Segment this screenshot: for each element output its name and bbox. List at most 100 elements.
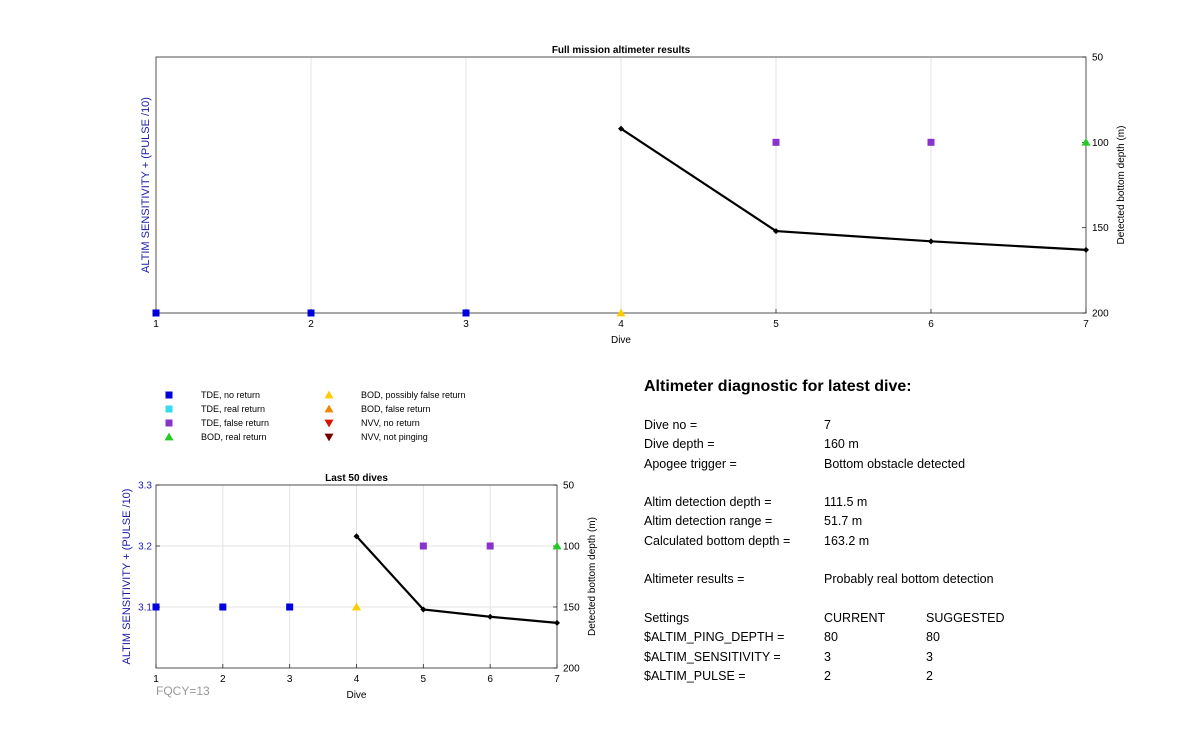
diag-value: 163.2 m bbox=[824, 533, 870, 548]
full-x-tick-label: 6 bbox=[928, 319, 934, 330]
settings-row-sensitivity: $ALTIM_SENSITIVITY = 3 3 bbox=[644, 650, 1164, 669]
setting-current: 80 bbox=[824, 630, 838, 645]
legend-marker bbox=[165, 391, 173, 399]
diag-row-bottom-depth: Calculated bottom depth = 163.2 m bbox=[644, 534, 1164, 553]
settings-row-pulse: $ALTIM_PULSE = 2 2 bbox=[644, 669, 1164, 688]
full-right-tick-label: 200 bbox=[1092, 309, 1109, 320]
setting-label: $ALTIM_PULSE = bbox=[644, 668, 746, 683]
legend-marker bbox=[324, 433, 334, 442]
last50-x-tick-label: 2 bbox=[220, 674, 226, 685]
setting-suggested: 3 bbox=[926, 649, 933, 664]
last50-data-point bbox=[219, 603, 227, 611]
diag-value: Bottom obstacle detected bbox=[824, 456, 966, 471]
last50-depth-point bbox=[353, 533, 360, 540]
last50-left-tick-label: 3.3 bbox=[138, 481, 152, 492]
full-data-point bbox=[1081, 138, 1091, 146]
last50-right-tick-label: 200 bbox=[563, 664, 580, 675]
legend-label: BOD, false return bbox=[361, 404, 431, 414]
last50-x-tick-label: 7 bbox=[554, 674, 560, 685]
legend-marker bbox=[324, 404, 334, 413]
diag-row-dive-depth: Dive depth = 160 m bbox=[644, 437, 1164, 456]
last50-data-point bbox=[352, 602, 361, 611]
last50-data-point bbox=[286, 603, 294, 611]
diag-value: 160 m bbox=[824, 437, 859, 452]
diag-label: Altim detection depth = bbox=[644, 495, 772, 510]
legend-marker bbox=[164, 432, 174, 441]
setting-label: $ALTIM_SENSITIVITY = bbox=[644, 649, 781, 664]
diag-label: Dive no = bbox=[644, 418, 698, 432]
diag-value: Probably real bottom detection bbox=[824, 572, 994, 587]
full-x-axis-label: Dive bbox=[611, 335, 631, 346]
full-x-tick-label: 3 bbox=[463, 319, 469, 330]
diag-value: 51.7 m bbox=[824, 514, 863, 529]
full-depth-line bbox=[620, 127, 1087, 251]
legend-label: BOD, possibly false return bbox=[361, 390, 466, 400]
diag-value: 111.5 m bbox=[824, 495, 868, 510]
full-depth-point bbox=[773, 228, 779, 235]
settings-header-suggested: SUGGESTED bbox=[926, 610, 1005, 625]
diag-row-altimeter-results: Altimeter results = Probably real bottom… bbox=[644, 572, 1164, 591]
full-data-point bbox=[772, 138, 780, 146]
diagnostic-panel: Altimeter diagnostic for latest dive: Di… bbox=[644, 378, 1164, 688]
last50-right-tick-label: 150 bbox=[563, 603, 580, 614]
diag-label: Altim detection range = bbox=[644, 514, 773, 529]
last50-data-point bbox=[486, 542, 494, 550]
last50-fqcy-annotation: FQCY=13 bbox=[156, 684, 210, 698]
last50-data-point bbox=[152, 603, 160, 611]
diag-label: Altimeter results = bbox=[644, 572, 745, 587]
full-left-axis-label: ALTIM SENSITIVITY + (PULSE /10) bbox=[140, 97, 152, 273]
legend-marker bbox=[165, 405, 173, 413]
full-right-tick-label: 100 bbox=[1092, 138, 1109, 149]
last50-depth-point bbox=[554, 619, 560, 626]
full-x-tick-label: 1 bbox=[153, 319, 159, 330]
diag-row-dive-no: Dive no = 7 bbox=[644, 418, 1164, 437]
full-x-tick-label: 2 bbox=[308, 319, 314, 330]
legend-label: BOD, real return bbox=[201, 432, 267, 442]
last50-depth-line bbox=[355, 535, 558, 624]
legend-marker bbox=[324, 419, 334, 428]
diag-label: Calculated bottom depth = bbox=[644, 533, 791, 548]
full-data-point bbox=[616, 308, 626, 317]
diag-row-detection-depth: Altim detection depth = 111.5 m bbox=[644, 495, 1164, 514]
legend-label: TDE, false return bbox=[201, 418, 269, 428]
diag-label: Apogee trigger = bbox=[644, 456, 737, 471]
last50-left-axis-label: ALTIM SENSITIVITY + (PULSE /10) bbox=[121, 489, 133, 665]
last50-depth-point bbox=[420, 606, 427, 613]
diagnostic-heading: Altimeter diagnostic for latest dive: bbox=[644, 378, 912, 395]
last50-data-point bbox=[552, 541, 562, 550]
diag-label: Dive depth = bbox=[644, 437, 715, 452]
last50-chart-title: Last 50 dives bbox=[325, 473, 388, 484]
full-data-point bbox=[927, 138, 935, 146]
full-chart-title: Full mission altimeter results bbox=[552, 45, 691, 56]
full-x-tick-label: 4 bbox=[618, 319, 624, 330]
last50-x-tick-label: 6 bbox=[487, 674, 493, 685]
last50-data-point bbox=[419, 542, 427, 550]
settings-row-ping-depth: $ALTIM_PING_DEPTH = 80 80 bbox=[644, 630, 1164, 649]
legend-label: NVV, no return bbox=[361, 418, 420, 428]
settings-header-label: Settings bbox=[644, 610, 690, 625]
last50-x-tick-label: 4 bbox=[354, 674, 360, 685]
last50-right-tick-label: 100 bbox=[563, 542, 580, 553]
full-depth-point bbox=[928, 238, 934, 245]
diag-value: 7 bbox=[824, 418, 831, 432]
full-right-axis-label: Detected bottom depth (m) bbox=[1116, 126, 1127, 245]
last50-x-tick-label: 5 bbox=[421, 674, 427, 685]
last50-right-tick-label: 50 bbox=[563, 481, 575, 492]
last50-depth-point bbox=[487, 613, 494, 620]
full-data-point bbox=[152, 309, 160, 317]
legend-label: TDE, no return bbox=[201, 390, 260, 400]
diag-row-apogee-trigger: Apogee trigger = Bottom obstacle detecte… bbox=[644, 457, 1164, 476]
settings-header-current: CURRENT bbox=[824, 610, 886, 625]
diag-row-detection-range: Altim detection range = 51.7 m bbox=[644, 514, 1164, 533]
full-data-point bbox=[462, 309, 470, 317]
full-x-tick-label: 5 bbox=[773, 319, 779, 330]
legend-marker bbox=[165, 419, 173, 427]
last50-x-tick-label: 3 bbox=[287, 674, 293, 685]
full-right-tick-label: 50 bbox=[1092, 53, 1104, 64]
full-depth-point bbox=[618, 125, 624, 132]
setting-suggested: 80 bbox=[926, 630, 940, 645]
full-data-point bbox=[307, 309, 315, 317]
settings-header-row: Settings CURRENT SUGGESTED bbox=[644, 611, 1164, 630]
setting-label: $ALTIM_PING_DEPTH = bbox=[644, 630, 785, 645]
